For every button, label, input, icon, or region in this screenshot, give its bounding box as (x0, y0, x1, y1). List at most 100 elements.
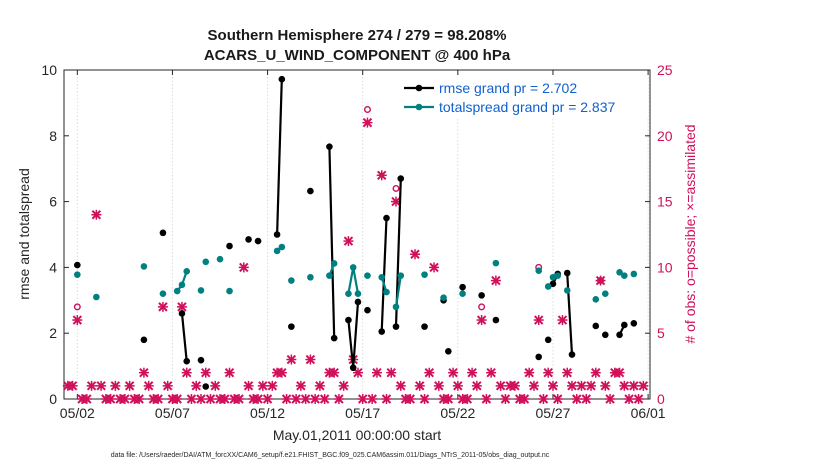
obs-assimilated-marker (576, 380, 587, 391)
obs-assimilated-marker (414, 380, 425, 391)
series-point (345, 290, 352, 298)
obs-assimilated-marker (500, 394, 511, 404)
obs-assimilated-marker (605, 394, 616, 404)
grid (76, 70, 649, 399)
series-line (180, 313, 188, 362)
obs-assimilated-marker (219, 394, 230, 404)
obs-assimilated-marker (486, 367, 497, 378)
x-axis: 05/02 05/07 05/12 05/17 05/22 05/27 06/01 (60, 70, 666, 421)
y2-axis-label: # of obs: o=possible; ×=assimilated (682, 124, 698, 343)
series-point (601, 290, 609, 298)
series-point (383, 288, 390, 296)
obs-assimilated-marker (552, 394, 563, 404)
obs-possible-marker (73, 303, 81, 311)
series-point (74, 271, 81, 278)
obs-assimilated-marker (395, 380, 406, 391)
obs-assimilated-marker (619, 380, 630, 391)
chart-title: Southern Hemisphere 274 / 279 = 98.208% (208, 27, 507, 44)
obs-assimilated-marker (314, 380, 325, 391)
x-tick-label: 05/12 (250, 405, 285, 421)
series-point (245, 236, 252, 243)
series-point (554, 272, 562, 279)
series-point (288, 323, 295, 330)
y2-tick-label: 20 (657, 128, 673, 144)
obs-markers (62, 105, 649, 404)
series-point (568, 351, 576, 358)
series-point (364, 306, 371, 314)
series-point (459, 283, 466, 291)
obs-assimilated-marker (162, 380, 173, 391)
obs-assimilated-marker (419, 394, 430, 404)
obs-assimilated-marker (452, 380, 463, 391)
obs-assimilated-marker (300, 394, 311, 404)
obs-assimilated-marker (600, 380, 611, 391)
series-point (563, 287, 571, 294)
obs-possible-marker (597, 277, 605, 285)
series-point (378, 273, 386, 281)
y-axis-left: 0 2 4 6 8 10 (41, 62, 69, 407)
obs-assimilated-marker (91, 209, 102, 220)
y-axis-label: rmse and totalspread (16, 168, 32, 300)
series-point (326, 272, 333, 279)
series-point (288, 277, 295, 284)
series-point (183, 268, 191, 275)
obs-assimilated-marker (191, 380, 202, 391)
series-point (383, 214, 390, 222)
series-point (492, 259, 500, 267)
obs-assimilated-marker (562, 367, 573, 378)
obs-assimilated-marker (524, 367, 535, 378)
obs-assimilated-marker (638, 380, 649, 391)
obs-assimilated-marker (448, 367, 459, 378)
obs-assimilated-marker (291, 394, 302, 404)
series-point (616, 269, 623, 276)
series-point (349, 364, 357, 372)
series-point (621, 321, 628, 329)
series-point (544, 336, 552, 344)
y2-tick-label: 0 (657, 391, 665, 407)
obs-assimilated-marker (310, 394, 321, 404)
legend-spread-marker (415, 103, 423, 111)
obs-assimilated-marker (586, 380, 597, 391)
obs-assimilated-marker (424, 367, 435, 378)
series-line (566, 272, 574, 355)
series-point (307, 187, 314, 195)
obs-assimilated-marker (305, 354, 316, 365)
legend-rmse-marker (415, 84, 423, 92)
x-axis-label: May.01,2011 00:00:00 start (273, 427, 441, 443)
obs-assimilated-marker (276, 367, 287, 378)
obs-assimilated-marker (224, 367, 235, 378)
series-point (592, 322, 600, 330)
legend: rmse grand pr = 2.702 totalspread grand … (402, 76, 648, 118)
series-point (421, 323, 428, 330)
obs-assimilated-marker (124, 380, 135, 391)
series-point (326, 143, 333, 150)
obs-assimilated-marker (433, 380, 444, 391)
obs-assimilated-marker (138, 367, 149, 378)
obs-assimilated-marker (538, 394, 549, 404)
y2-tick-label: 5 (657, 325, 665, 341)
obs-assimilated-marker (581, 394, 592, 404)
obs-assimilated-marker (96, 380, 107, 391)
series-point (621, 272, 628, 279)
series-point (202, 383, 210, 390)
y2-tick-label: 25 (657, 62, 673, 78)
obs-possible-marker (363, 105, 371, 113)
footnote: data file: /Users/raeder/DAI/ATM_forcXX/… (111, 452, 550, 459)
obs-assimilated-marker (467, 367, 478, 378)
legend-spread-label: totalspread grand pr = 2.837 (439, 99, 616, 115)
obs-assimilated-marker (566, 380, 577, 391)
series-point (535, 267, 542, 274)
obs-assimilated-marker (543, 367, 554, 378)
obs-assimilated-marker (295, 380, 306, 391)
series-point (159, 290, 167, 298)
series-point (173, 287, 181, 295)
obs-assimilated-marker (238, 262, 249, 273)
obs-assimilated-marker (376, 170, 387, 181)
obs-assimilated-marker (205, 394, 216, 404)
series-point (440, 294, 447, 301)
y-tick-label: 6 (49, 194, 57, 210)
obs-assimilated-marker (281, 394, 292, 404)
obs-assimilated-marker (338, 380, 349, 391)
series-point (330, 334, 338, 342)
series-point (563, 269, 571, 277)
